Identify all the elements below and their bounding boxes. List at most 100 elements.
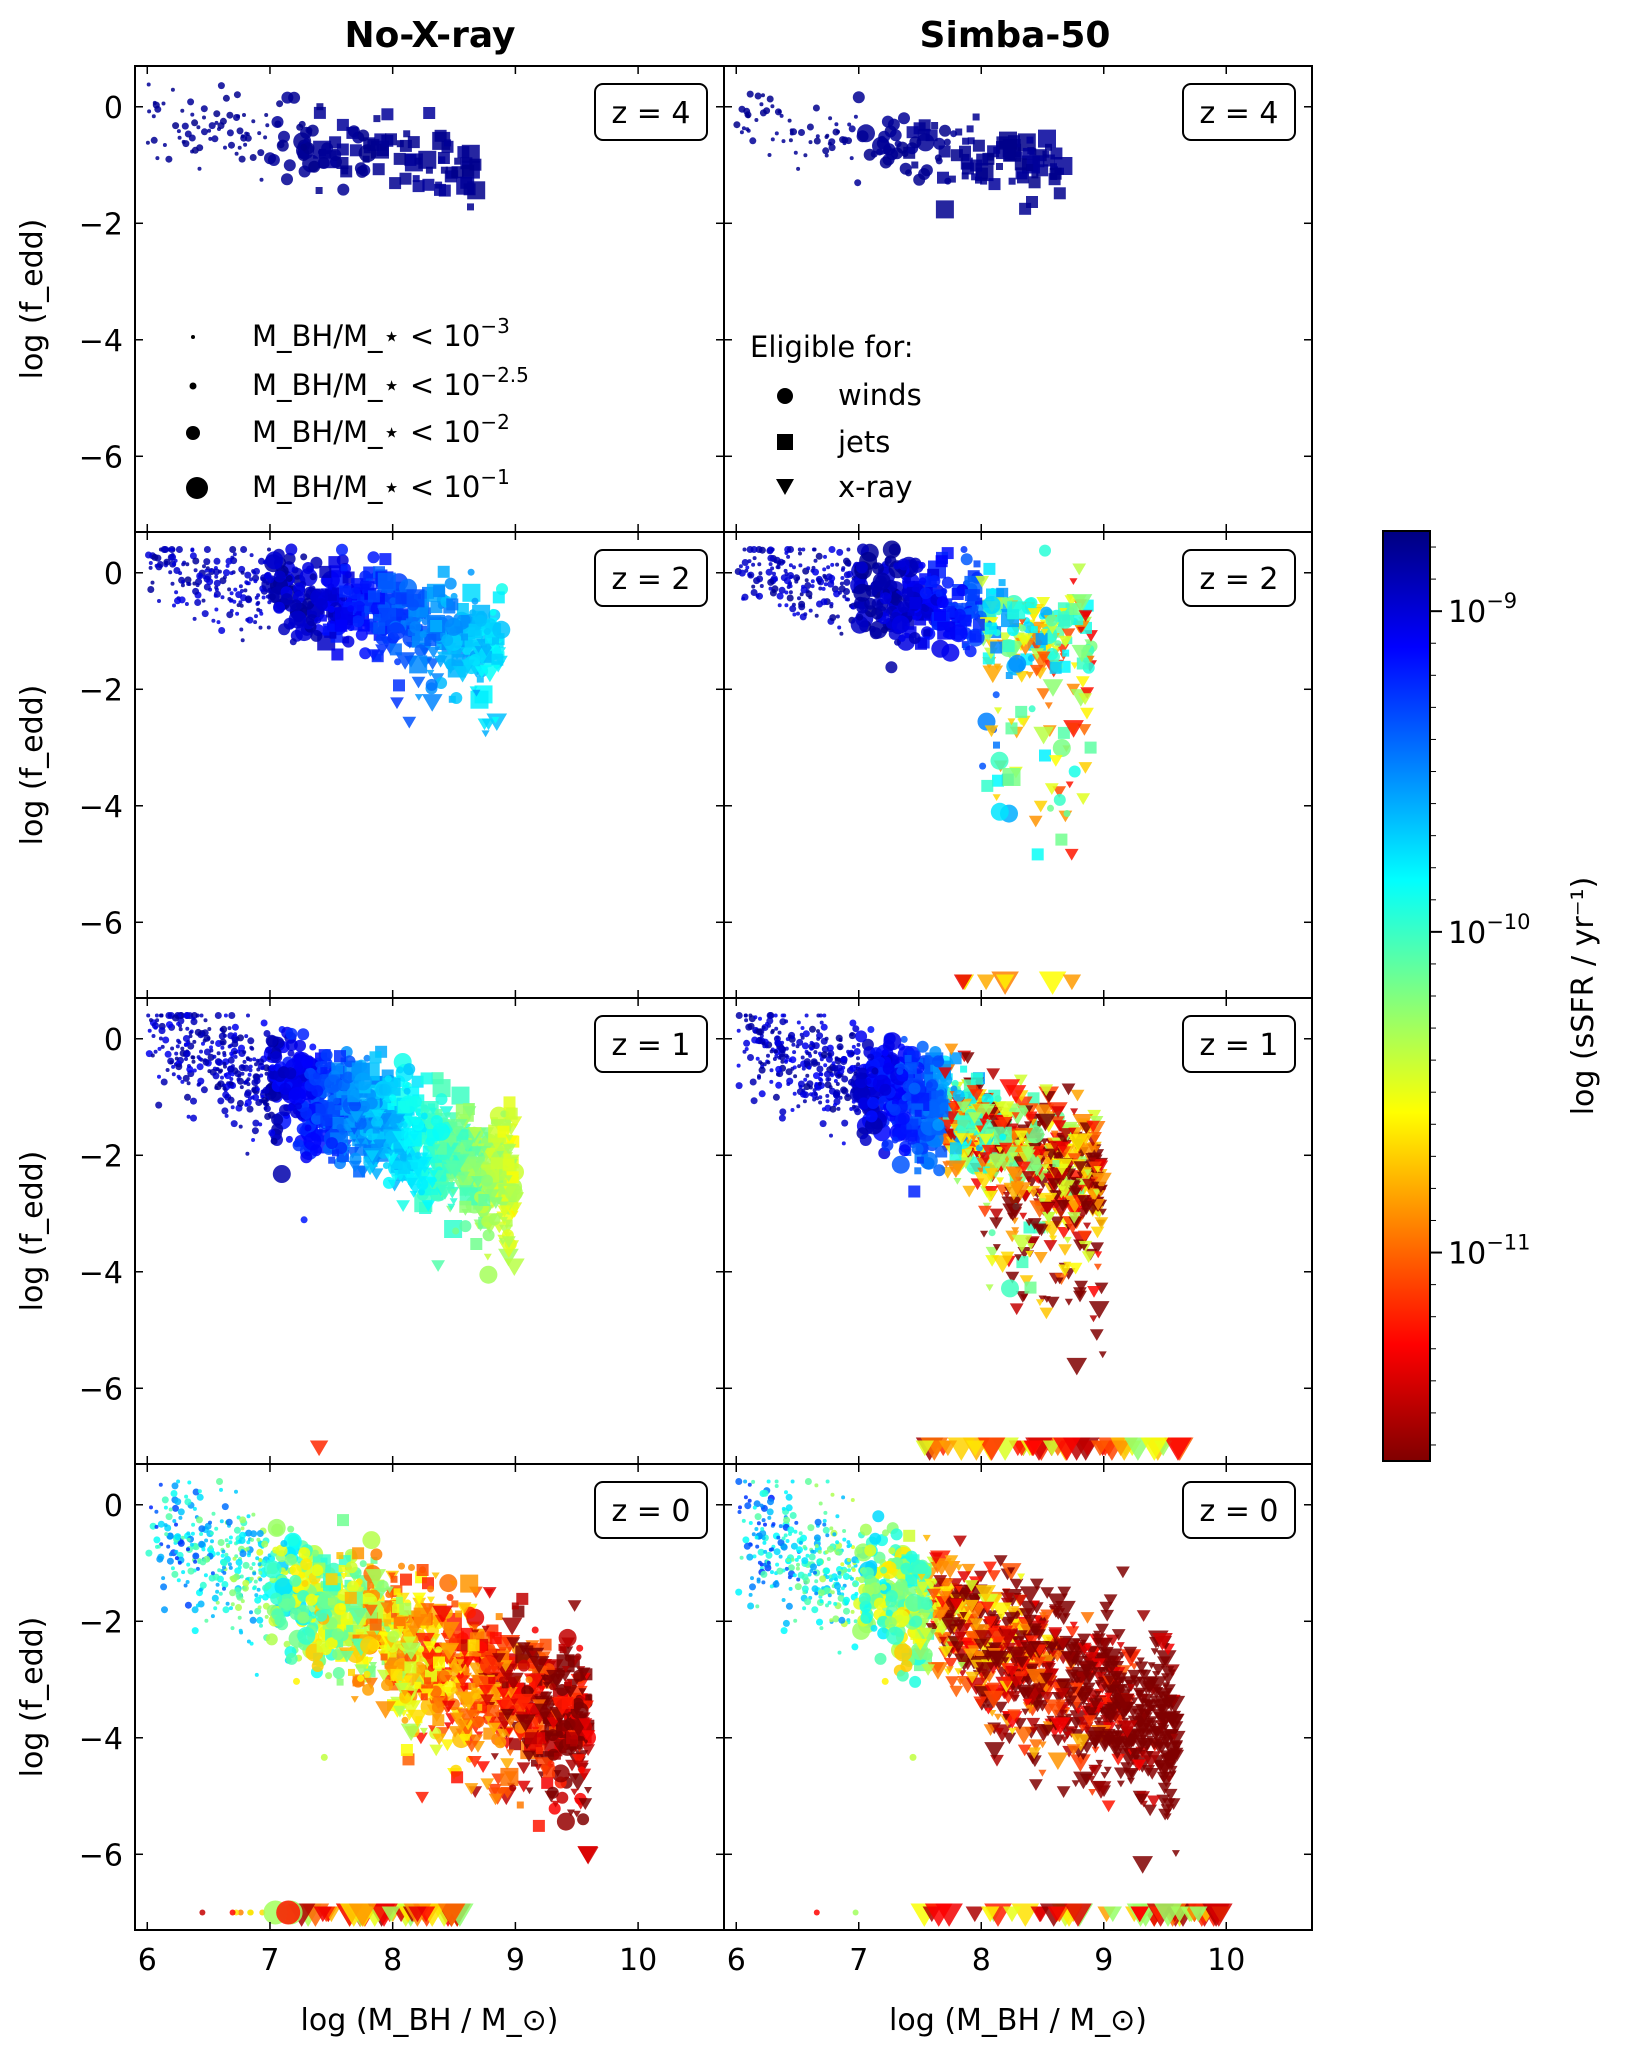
data-point xyxy=(218,1032,226,1040)
data-point xyxy=(938,1067,952,1080)
data-point xyxy=(214,1012,222,1019)
data-point xyxy=(267,547,271,552)
data-point xyxy=(1014,158,1027,171)
data-point xyxy=(481,718,496,731)
data-point xyxy=(468,623,481,636)
data-point xyxy=(746,546,754,553)
data-point xyxy=(396,1200,410,1212)
data-point xyxy=(379,553,392,566)
data-point xyxy=(230,1072,235,1077)
y-tick-label: −6 xyxy=(79,906,123,941)
data-point xyxy=(238,1064,246,1072)
data-point xyxy=(572,1810,581,1818)
y-tick-label: −6 xyxy=(79,1372,123,1407)
data-point xyxy=(409,1095,422,1108)
data-point xyxy=(268,593,276,601)
data-point xyxy=(969,1089,984,1101)
data-point xyxy=(216,620,221,625)
data-point xyxy=(831,1064,839,1072)
data-point xyxy=(203,1018,208,1023)
data-point xyxy=(913,173,926,186)
data-point xyxy=(181,579,185,584)
data-point xyxy=(778,1053,786,1061)
data-point xyxy=(996,587,1009,600)
data-point xyxy=(478,1194,491,1206)
data-point xyxy=(190,548,195,553)
data-point xyxy=(279,1082,292,1095)
data-point xyxy=(898,1144,911,1157)
data-point xyxy=(435,677,448,689)
data-point xyxy=(969,1135,978,1143)
data-point xyxy=(208,122,216,130)
data-point xyxy=(993,663,1002,671)
data-point xyxy=(1038,971,1067,995)
data-point xyxy=(366,649,381,661)
data-point xyxy=(1036,597,1051,609)
data-point xyxy=(854,179,862,187)
data-point xyxy=(1000,597,1015,610)
data-point xyxy=(212,1072,220,1080)
data-point xyxy=(736,1028,741,1033)
data-point xyxy=(191,119,199,127)
data-point xyxy=(222,1606,230,1614)
data-point xyxy=(741,126,746,131)
data-point xyxy=(188,1030,193,1035)
data-point xyxy=(156,561,164,568)
data-point xyxy=(252,1093,260,1101)
data-point xyxy=(263,135,268,140)
data-point xyxy=(170,1046,175,1051)
data-point xyxy=(962,137,970,145)
data-point xyxy=(754,118,759,122)
data-point xyxy=(289,599,302,612)
data-point xyxy=(1040,1202,1055,1215)
data-point xyxy=(389,597,397,605)
data-point xyxy=(742,1049,747,1054)
data-point xyxy=(779,113,784,118)
data-point xyxy=(805,1073,810,1078)
data-point xyxy=(151,553,159,561)
data-point xyxy=(233,1054,238,1059)
data-point xyxy=(1002,1203,1023,1222)
data-point xyxy=(1111,1440,1130,1457)
data-point xyxy=(1064,848,1079,861)
data-point xyxy=(373,115,381,123)
data-point xyxy=(184,576,192,584)
data-point xyxy=(1028,815,1043,828)
data-point xyxy=(1028,176,1041,189)
data-point xyxy=(438,184,451,197)
data-point xyxy=(181,122,189,130)
scatter-points xyxy=(145,82,486,211)
data-point xyxy=(320,1114,333,1127)
data-point xyxy=(172,603,176,608)
data-point xyxy=(882,1062,895,1075)
data-point xyxy=(935,555,948,568)
y-axis-label: log (f_edd) xyxy=(15,1151,50,1312)
data-point xyxy=(774,1049,778,1054)
data-point xyxy=(1052,1120,1067,1132)
data-point xyxy=(276,100,284,108)
data-point xyxy=(246,616,254,624)
data-point xyxy=(961,172,969,180)
data-point xyxy=(174,1051,179,1056)
data-point xyxy=(367,551,380,564)
data-point xyxy=(999,1142,1013,1155)
data-point xyxy=(930,1099,949,1118)
data-point xyxy=(287,1049,295,1057)
data-point xyxy=(906,1118,919,1131)
redshift-label: z = 4 xyxy=(1199,96,1278,131)
data-point xyxy=(320,1049,333,1062)
data-point xyxy=(213,579,221,587)
data-point xyxy=(252,574,260,582)
data-point xyxy=(810,579,815,584)
data-point xyxy=(848,125,856,133)
redshift-box xyxy=(594,1015,708,1073)
data-point xyxy=(1021,1149,1036,1162)
data-point xyxy=(334,1050,346,1063)
data-point xyxy=(254,614,258,619)
data-point xyxy=(296,123,304,131)
data-point xyxy=(1031,848,1044,861)
data-point xyxy=(1051,1106,1065,1118)
data-point xyxy=(793,1074,798,1079)
data-point xyxy=(856,1056,860,1061)
data-point xyxy=(1036,1192,1058,1211)
